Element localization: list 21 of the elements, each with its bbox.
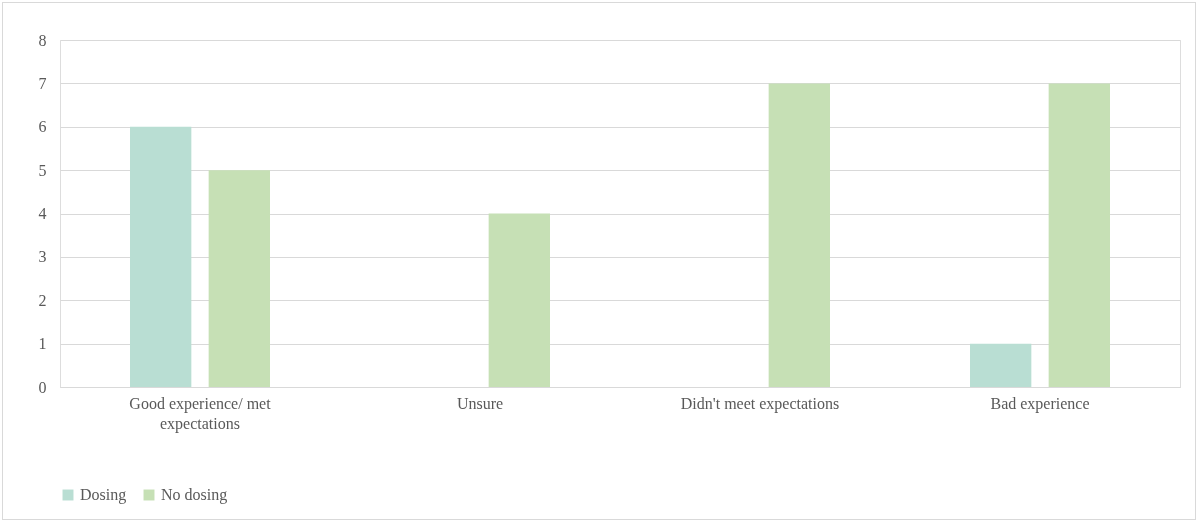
bar (488, 213, 550, 387)
y-tick-label: 2 (38, 291, 47, 309)
bar (208, 170, 270, 387)
y-tick-label: 1 (38, 335, 47, 353)
bar (970, 343, 1032, 387)
bar (1048, 83, 1110, 387)
legend-label: Dosing (80, 486, 127, 504)
y-tick-label: 0 (38, 378, 47, 396)
bar (130, 126, 192, 387)
x-tick-label: Unsure (456, 394, 504, 412)
y-tick-label: 8 (38, 31, 47, 49)
x-tick-label: Good experience/ met expectations (129, 394, 272, 433)
legend-label: No dosing (161, 486, 228, 504)
y-tick-label: 7 (38, 74, 47, 92)
y-tick-label: 3 (38, 248, 47, 266)
y-tick-label: 5 (38, 161, 47, 179)
bar (768, 83, 830, 387)
y-tick-label: 4 (38, 205, 47, 222)
x-tick-label: Didn't meet expectations (680, 394, 840, 413)
x-tick-label: Bad experience (990, 394, 1090, 413)
y-tick-label: 6 (38, 118, 47, 136)
